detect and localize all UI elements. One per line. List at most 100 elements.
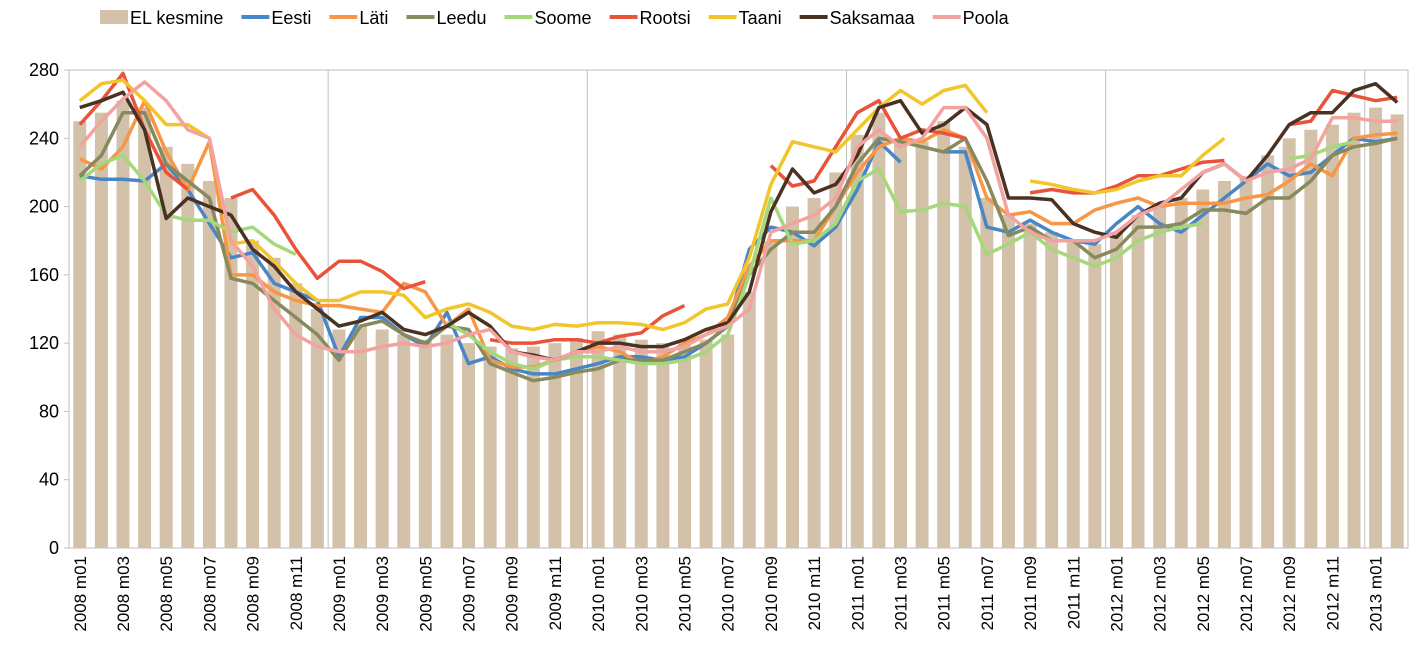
bar [462,343,476,548]
x-tick-label: 2011 m07 [978,556,997,630]
x-tick-label: 2009 m09 [503,556,522,632]
bar [1066,240,1080,548]
bar [937,121,951,548]
bar [1347,112,1361,548]
bar [980,198,994,549]
legend-swatch [100,10,128,24]
bar [73,121,87,548]
x-tick-label: 2011 m01 [848,556,867,630]
x-tick-label: 2009 m03 [373,556,392,632]
bar [678,343,691,548]
bar [829,172,843,548]
bar [1325,124,1339,548]
bar [526,346,540,548]
bar [440,334,454,548]
bar [1153,206,1167,549]
bar [1174,198,1188,549]
x-tick-label: 2010 m09 [762,556,781,632]
bar [1304,129,1318,548]
legend-label: Saksamaa [830,8,916,28]
bar [138,107,152,549]
legend-label: Läti [359,8,388,28]
bar [1023,223,1037,548]
legend-label: Taani [739,8,782,28]
bar [246,240,260,548]
bar [1261,155,1275,548]
bar [1390,114,1404,548]
bar [310,309,324,548]
y-tick-label: 120 [29,333,59,353]
bar [289,283,303,548]
plot-frame [68,69,1409,549]
bar [634,339,648,548]
bar [699,339,713,548]
bar [850,134,864,548]
bar [1217,180,1231,548]
x-tick-label: 2010 m03 [632,556,651,632]
bar [116,100,130,548]
x-tick-label: 2011 m09 [1021,556,1040,630]
y-tick-label: 80 [39,401,59,421]
legend-label: Eesti [271,8,311,28]
bar [548,343,562,548]
x-tick-label: 2013 m01 [1367,556,1386,632]
bar [958,146,972,549]
x-tick-label: 2012 m01 [1107,556,1126,632]
x-tick-label: 2008 m11 [287,556,306,630]
bar [202,180,216,548]
line [78,78,1226,332]
bar [1109,232,1123,548]
bar [915,141,929,548]
bar [807,198,821,549]
bar [94,112,108,548]
y-tick-label: 160 [29,265,59,285]
x-tick-label: 2012 m07 [1237,556,1256,632]
legend-label: Rootsi [640,8,691,28]
bar [721,334,735,548]
y-tick-label: 40 [39,470,59,490]
bar [505,348,519,548]
bar [591,331,605,548]
x-tick-label: 2009 m05 [416,556,435,632]
line [79,81,1399,362]
x-tick-label: 2008 m09 [244,556,263,632]
y-tick-label: 0 [49,538,59,558]
x-tick-label: 2011 m05 [935,556,954,630]
y-tick-label: 280 [29,60,59,80]
line [78,71,1398,345]
bar [332,329,346,548]
legend-label: Leedu [436,8,486,28]
bar [1239,175,1253,549]
x-tick-label: 2012 m05 [1194,556,1213,632]
bar [893,138,907,549]
x-tick-label: 2010 m05 [676,556,695,632]
x-tick-label: 2011 m11 [1064,556,1083,629]
bar [1001,215,1015,548]
bar [1088,244,1102,548]
bar [872,112,886,548]
x-tick-label: 2010 m07 [719,556,738,632]
bar [1369,107,1383,549]
bar [1196,189,1210,548]
x-tick-label: 2009 m07 [460,556,479,632]
bar [742,291,756,548]
bar [786,206,799,549]
x-tick-label: 2010 m01 [589,556,608,632]
bar [354,326,368,548]
bar [181,163,195,548]
bar [418,339,432,548]
bar [375,329,389,548]
x-tick-label: 2008 m07 [200,556,219,632]
bar [656,343,670,548]
x-tick-label: 2008 m01 [71,556,90,632]
legend-label: EL kesmine [130,8,223,28]
x-tick-label: 2012 m03 [1151,556,1170,632]
x-tick-label: 2011 m03 [891,556,910,630]
bar [613,334,627,548]
legend-label: Soome [535,8,592,28]
bar [397,334,411,548]
x-tick-label: 2009 m01 [330,556,349,632]
bar [570,338,584,548]
